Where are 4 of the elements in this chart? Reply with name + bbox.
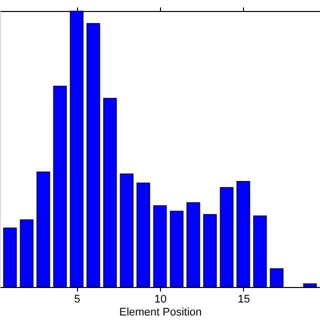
x-tick-label: 5 [74,294,80,306]
x-tick-label: 15 [238,294,250,306]
x-axis-title: Element Position [119,306,202,318]
x-tick-label: 10 [154,294,167,306]
